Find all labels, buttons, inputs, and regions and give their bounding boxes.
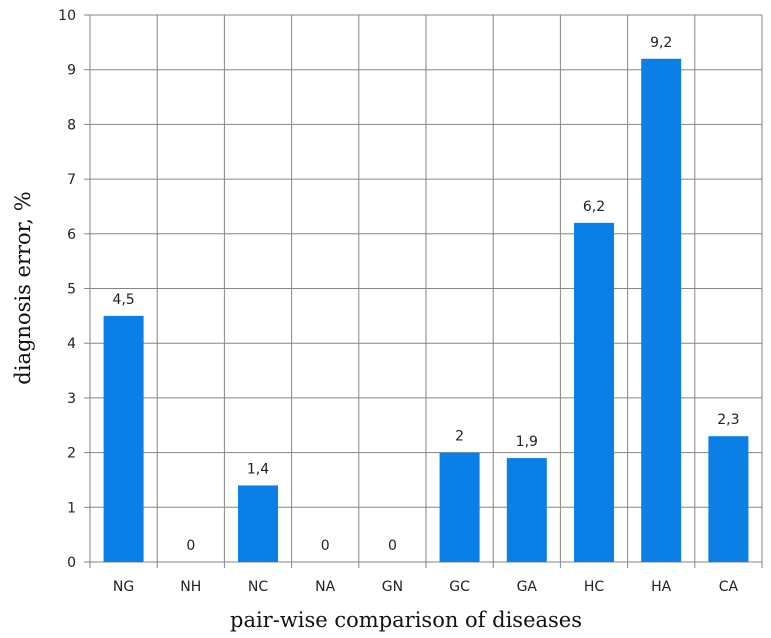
data-label-hc: 6,2 — [583, 199, 605, 215]
y-tick-label: 10 — [58, 8, 76, 24]
bar-gc — [439, 452, 480, 562]
data-label-ng: 4,5 — [112, 292, 134, 308]
bar-ca — [708, 436, 749, 562]
y-tick-label: 6 — [67, 227, 76, 243]
x-tick-label-gc: GC — [449, 579, 470, 595]
data-label-ha: 9,2 — [650, 35, 672, 51]
x-tick-label-ha: HA — [651, 579, 672, 595]
x-tick-label-nc: NC — [248, 579, 268, 595]
y-tick-label: 3 — [67, 391, 76, 407]
y-tick-label: 2 — [67, 446, 76, 462]
x-tick-label-ca: CA — [719, 579, 739, 595]
data-label-nh: 0 — [186, 538, 195, 554]
data-label-nc: 1,4 — [247, 461, 269, 477]
x-axis-title: pair-wise comparison of diseases — [230, 608, 582, 632]
bar-hc — [574, 222, 614, 563]
data-label-gn: 0 — [388, 538, 397, 554]
x-tick-label-nh: NH — [180, 579, 201, 595]
y-tick-label: 5 — [67, 282, 76, 298]
y-axis-title: diagnosis error, % — [11, 191, 35, 384]
y-tick-label: 0 — [67, 555, 76, 571]
labels-layer: 0 1 2 3 4 5 6 7 8 9 10 4,5 NG 0 NH 1,4 NC 0 NA 0 GN 2 GC 1,9 GA 6… — [58, 8, 739, 595]
x-tick-label-na: NA — [315, 579, 335, 595]
bars-layer — [103, 58, 749, 563]
data-label-na: 0 — [321, 538, 330, 554]
x-tick-label-ga: GA — [517, 579, 538, 595]
x-tick-label-hc: HC — [584, 579, 605, 595]
bar-ng — [103, 315, 144, 562]
y-tick-label: 7 — [67, 172, 76, 188]
x-tick-label-ng: NG — [113, 579, 134, 595]
y-tick-label: 4 — [67, 336, 76, 352]
y-tick-label: 9 — [67, 63, 76, 79]
y-tick-label: 8 — [67, 117, 76, 133]
data-label-ca: 2,3 — [717, 412, 739, 428]
y-tick-label: 1 — [67, 500, 76, 516]
data-label-ga: 1,9 — [516, 434, 538, 450]
x-tick-label-gn: GN — [382, 579, 403, 595]
bar-ga — [506, 458, 547, 562]
bar-ha — [641, 58, 682, 562]
bar-nc — [238, 485, 278, 562]
data-label-gc: 2 — [455, 429, 464, 445]
